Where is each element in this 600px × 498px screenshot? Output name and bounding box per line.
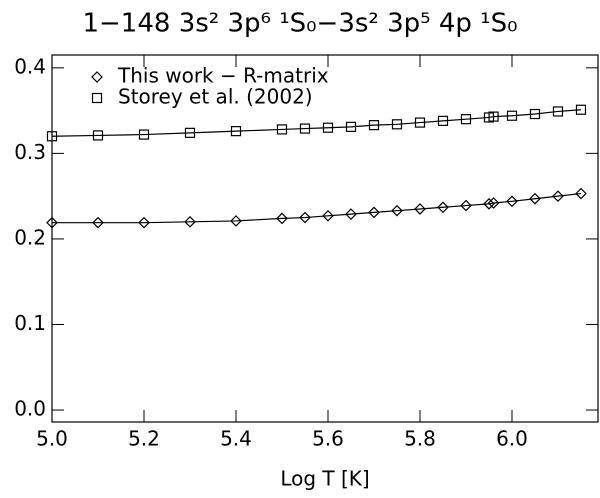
- marker-square: [437, 115, 449, 126]
- y-tick-label: 0.0: [14, 397, 46, 421]
- marker-diamond: [138, 216, 150, 229]
- marker-square: [368, 120, 380, 131]
- x-tick-label: 5.0: [36, 427, 68, 451]
- marker-diamond: [230, 215, 242, 227]
- series-line: [51, 109, 582, 137]
- plot-frame: [51, 54, 599, 423]
- x-tick-label: 5.6: [312, 427, 344, 451]
- marker-square: [488, 111, 499, 122]
- y-tick-label: 0.3: [14, 140, 46, 164]
- marker-diamond: [529, 192, 541, 205]
- legend-label: Storey et al. (2002): [118, 85, 313, 109]
- marker-diamond: [391, 204, 403, 217]
- marker-square: [391, 119, 403, 130]
- marker-square: [552, 106, 564, 117]
- marker-square: [529, 108, 541, 120]
- marker-square: [138, 129, 150, 140]
- marker-square: [92, 130, 104, 141]
- marker-square: [46, 131, 58, 142]
- legend-marker: [91, 71, 103, 83]
- x-tick-label: 6.0: [496, 427, 528, 451]
- marker-square: [575, 104, 587, 115]
- marker-diamond: [506, 195, 518, 208]
- marker-diamond: [276, 212, 288, 225]
- x-tick-label: 5.4: [220, 427, 252, 451]
- marker-diamond: [92, 216, 104, 229]
- x-tick-label: 5.8: [404, 427, 436, 451]
- marker-square: [414, 117, 426, 128]
- marker-diamond: [552, 190, 564, 203]
- marker-square: [230, 126, 242, 137]
- legend-label: This work − R-matrix: [117, 64, 329, 88]
- marker-diamond: [299, 211, 311, 224]
- marker-square: [460, 114, 472, 125]
- marker-square: [345, 121, 357, 132]
- marker-square: [184, 127, 196, 138]
- marker-diamond: [487, 197, 500, 209]
- marker-diamond: [575, 187, 587, 200]
- marker-diamond: [345, 208, 357, 220]
- chart-title: 1−148 3s² 3p⁶ ¹S₀−3s² 3p⁵ 4p ¹S₀: [82, 9, 517, 39]
- legend-marker: [91, 92, 103, 104]
- y-tick-label: 0.4: [14, 54, 46, 78]
- y-tick-label: 0.1: [14, 311, 46, 335]
- marker-square: [322, 122, 334, 133]
- marker-diamond: [46, 216, 58, 229]
- marker-diamond: [483, 198, 495, 210]
- marker-diamond: [437, 201, 449, 214]
- marker-square: [299, 123, 311, 134]
- marker-diamond: [368, 206, 380, 219]
- marker-diamond: [414, 203, 426, 215]
- marker-square: [276, 124, 288, 135]
- marker-diamond: [460, 199, 472, 212]
- x-tick-label: 5.2: [128, 427, 160, 451]
- x-axis-label: Log T [K]: [280, 467, 369, 491]
- marker-diamond: [184, 215, 196, 228]
- series-line: [52, 192, 582, 224]
- marker-square: [506, 110, 518, 121]
- marker-diamond: [322, 209, 334, 222]
- y-tick-label: 0.2: [14, 225, 46, 249]
